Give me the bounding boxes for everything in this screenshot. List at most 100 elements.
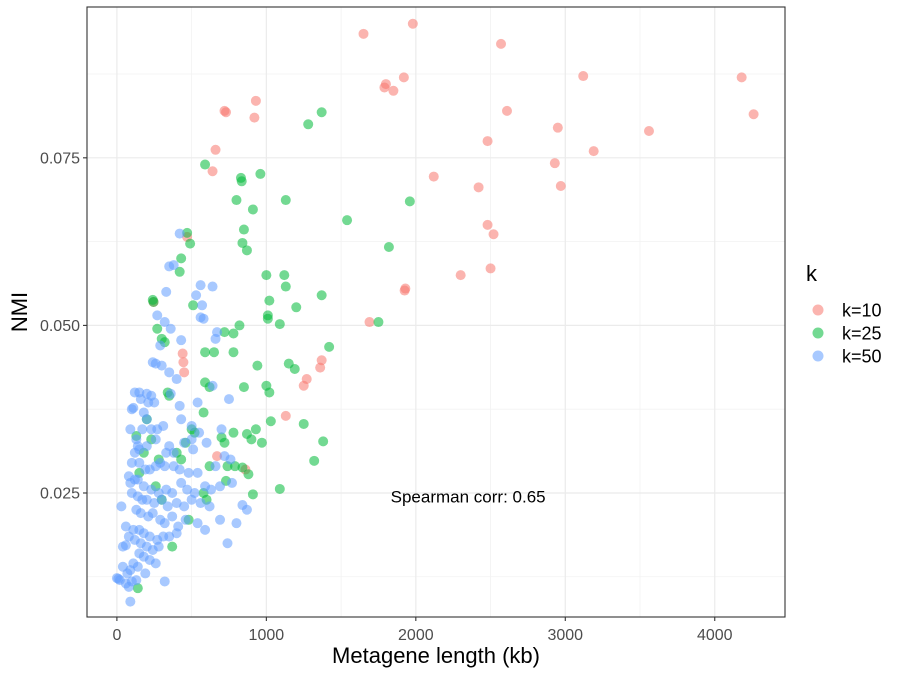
data-point xyxy=(132,583,143,594)
data-point xyxy=(188,300,199,311)
legend: k=10 k=25 k=50 xyxy=(812,301,882,367)
data-point xyxy=(148,296,159,307)
data-point xyxy=(200,347,211,358)
panel-border xyxy=(86,6,786,618)
data-point xyxy=(496,38,507,49)
data-point xyxy=(383,241,394,252)
data-point xyxy=(146,484,157,495)
data-point xyxy=(171,498,182,509)
data-point xyxy=(215,481,226,492)
data-point xyxy=(192,397,203,408)
data-point xyxy=(156,494,167,505)
legend-label-2: k=25 xyxy=(842,324,882,344)
data-point xyxy=(137,424,148,435)
data-point xyxy=(122,568,133,579)
data-point xyxy=(237,462,248,473)
data-point xyxy=(225,454,236,465)
data-point xyxy=(132,474,143,485)
data-point xyxy=(315,362,326,373)
data-point xyxy=(280,410,291,421)
data-point xyxy=(195,498,206,509)
data-point xyxy=(578,71,589,82)
data-point xyxy=(207,166,218,177)
data-point xyxy=(155,340,166,351)
data-point xyxy=(241,504,252,515)
data-point xyxy=(141,494,152,505)
data-point xyxy=(246,434,257,445)
data-point xyxy=(180,514,191,525)
data-point xyxy=(195,280,206,291)
data-point xyxy=(243,469,254,480)
data-point xyxy=(238,382,249,393)
data-point xyxy=(399,285,410,296)
data-point xyxy=(198,407,209,418)
data-point xyxy=(643,126,654,137)
x-tick-label: 4000 xyxy=(697,627,733,644)
data-point xyxy=(147,508,158,519)
data-point xyxy=(237,237,248,248)
data-point xyxy=(158,420,169,431)
data-point xyxy=(159,576,170,587)
data-point xyxy=(164,531,175,542)
data-point xyxy=(179,437,190,448)
data-point xyxy=(152,323,163,334)
data-point xyxy=(209,347,220,358)
data-point xyxy=(183,467,194,478)
data-point xyxy=(125,424,136,435)
data-point xyxy=(182,484,193,495)
data-point xyxy=(364,317,375,328)
data-point xyxy=(289,363,300,374)
data-point xyxy=(407,18,418,29)
data-point xyxy=(186,434,197,445)
legend-title: k xyxy=(806,261,818,286)
data-point xyxy=(200,159,211,170)
y-tick-label: 0.075 xyxy=(40,150,80,167)
data-point xyxy=(141,441,152,452)
y-axis-title: NMI xyxy=(7,292,32,332)
data-point xyxy=(179,367,190,378)
data-point xyxy=(228,347,239,358)
data-point xyxy=(128,402,139,413)
data-point xyxy=(197,300,208,311)
data-point xyxy=(238,224,249,235)
data-point xyxy=(207,380,218,391)
data-point xyxy=(120,521,131,532)
data-point xyxy=(206,484,217,495)
plot-area: 0 1000 2000 3000 4000 0.025 0.050 0.075 xyxy=(40,6,786,644)
data-point xyxy=(236,176,247,187)
data-point xyxy=(398,72,409,83)
data-point xyxy=(279,270,290,281)
data-point xyxy=(228,427,239,438)
data-point xyxy=(388,85,399,96)
data-point xyxy=(455,270,466,281)
data-point xyxy=(736,72,747,83)
data-point xyxy=(219,327,230,338)
data-point xyxy=(250,95,261,106)
data-point xyxy=(255,168,266,179)
data-point xyxy=(176,414,187,425)
data-point xyxy=(174,266,185,277)
data-point xyxy=(342,215,353,226)
data-point xyxy=(200,524,211,535)
y-tick-label: 0.025 xyxy=(40,485,80,502)
data-point xyxy=(212,451,223,462)
data-point xyxy=(176,477,187,488)
x-axis-title: Metagene length (kb) xyxy=(332,643,540,668)
data-point xyxy=(298,380,309,391)
data-point xyxy=(182,227,193,238)
data-point xyxy=(149,397,160,408)
data-point xyxy=(141,414,152,425)
legend-key-1 xyxy=(812,304,824,316)
data-point xyxy=(171,528,182,539)
data-point xyxy=(144,531,155,542)
series-k-50 xyxy=(111,228,252,607)
data-point xyxy=(186,494,197,505)
data-point xyxy=(126,457,137,468)
data-point xyxy=(134,457,145,468)
data-point xyxy=(210,333,221,344)
x-tick-label: 3000 xyxy=(547,627,583,644)
data-point xyxy=(228,328,239,339)
data-point xyxy=(176,335,187,346)
data-point xyxy=(210,144,221,155)
data-point xyxy=(280,281,291,292)
